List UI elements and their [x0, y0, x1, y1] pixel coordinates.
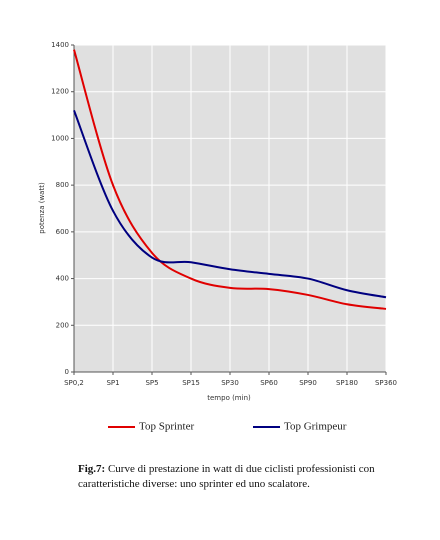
x-tick-label: SP0,2 [64, 379, 84, 387]
x-tick-label: SP180 [336, 379, 358, 387]
x-tick-label: SP30 [221, 379, 239, 387]
y-axis-label: potenza (watt) [38, 182, 46, 234]
y-tick-label: 1400 [51, 41, 69, 49]
y-tick-label: 0 [65, 368, 69, 376]
x-tick-label: SP360 [375, 379, 397, 387]
series-line [73, 110, 387, 299]
y-tick-label: 400 [56, 275, 69, 283]
series-line [73, 49, 387, 310]
caption: Fig.7: Curve di prestazione in watt di d… [78, 462, 408, 492]
caption-label: Fig.7: [78, 463, 106, 475]
x-tick-label: SP15 [182, 379, 200, 387]
x-tick-label: SP90 [299, 379, 317, 387]
y-tick-label: 1000 [51, 134, 69, 142]
y-tick-label: 600 [56, 228, 69, 236]
legend-label: Top Grimpeur [284, 421, 347, 433]
chart: tempo (min) potenza (watt) 0 200 400 600 800… [38, 41, 397, 433]
legend-label: Top Sprinter [139, 421, 194, 433]
caption-text: Curve di prestazione in watt di due cicl… [78, 463, 375, 490]
y-tick-label: 1200 [51, 88, 69, 96]
x-axis-label: tempo (min) [207, 394, 251, 402]
y-tick-label: 200 [56, 321, 69, 329]
x-tick-label: SP60 [260, 379, 278, 387]
x-tick-label: SP1 [106, 379, 119, 387]
y-tick-label: 800 [56, 181, 69, 189]
x-tick-label: SP5 [145, 379, 158, 387]
